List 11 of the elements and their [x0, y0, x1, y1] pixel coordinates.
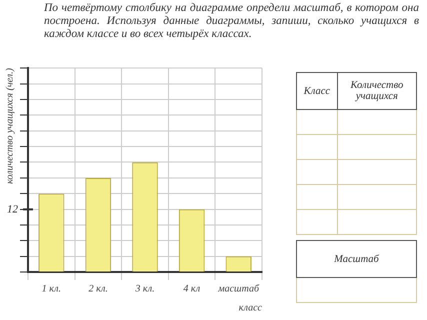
- answer-table: Класс Количество учащихся: [296, 72, 417, 235]
- x-tick-label: масштаб: [217, 284, 260, 295]
- x-tick-label: 4 кл: [183, 284, 201, 295]
- x-tick-label: 2 кл.: [88, 284, 108, 295]
- x-tick-label: 1 кл.: [42, 284, 62, 295]
- chart-title: По четвёртому столбику на диаграмме определи масштаб, в котором она построена. Используя данные диаграммы, запиши, сколько учащихся в каждом классе и во всех четырёх классах.: [44, 2, 419, 41]
- x-axis-title: класс: [238, 302, 263, 314]
- text: 12: [7, 203, 18, 216]
- scale-table: Масштаб: [296, 240, 417, 303]
- y-axis-title: количество учащихся (чел.): [4, 67, 16, 184]
- x-tick-label: 3 кл.: [134, 284, 155, 295]
